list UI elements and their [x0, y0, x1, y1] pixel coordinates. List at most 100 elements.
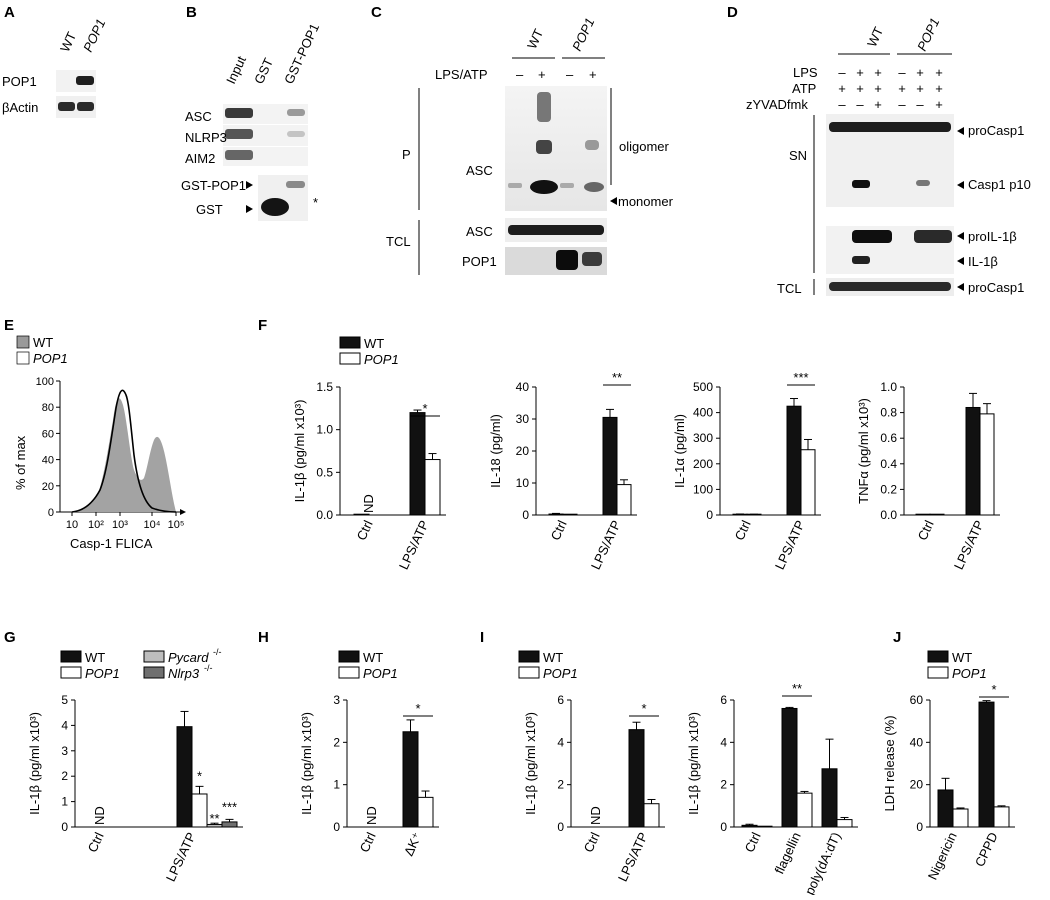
blot-band — [225, 129, 253, 139]
legend-swatch — [60, 650, 82, 663]
y-tick-label: 300 — [693, 431, 713, 445]
legend-swatch — [339, 352, 361, 365]
bar — [741, 824, 758, 828]
y-tick-label: 40 — [42, 455, 54, 467]
nd-label: ND — [361, 494, 376, 513]
y-tick-label: 0 — [522, 508, 529, 522]
category-label: Ctrl — [357, 830, 379, 855]
x-tick-label: 10⁴ — [144, 519, 161, 531]
blot-panel-a: WT POP1 POP1 βActin — [2, 16, 108, 118]
category-label: Ctrl — [548, 518, 570, 543]
bar — [952, 808, 969, 828]
arrowhead-icon — [957, 232, 964, 240]
bar — [616, 484, 632, 516]
row-label-aim2: AIM2 — [185, 151, 215, 166]
legend-label-pop1: POP1 — [364, 352, 399, 367]
bar — [979, 413, 995, 516]
row-label-pop1: POP1 — [2, 74, 37, 89]
blot-band — [585, 140, 599, 150]
y-tick-label: 2 — [61, 769, 68, 783]
bar-chart-f3: 0 100 200 300 400 500 IL-1α (pg/ml) Ctrl LPS/ATP… — [672, 370, 821, 572]
blot-band — [76, 76, 94, 85]
category-label: Nigericin — [925, 830, 960, 882]
arrowhead-icon — [610, 197, 617, 205]
significance-label: ** — [792, 681, 802, 696]
bar — [965, 406, 981, 516]
y-tick-label: 3 — [333, 693, 340, 707]
blot-band — [584, 182, 604, 192]
bar — [756, 825, 773, 828]
y-axis-label: IL-1β (pg/ml x10³) — [299, 712, 314, 815]
bar — [786, 405, 802, 516]
y-tick-label: 20 — [910, 778, 924, 792]
legend-swatch — [60, 666, 82, 679]
condition-sign: + — [856, 81, 864, 96]
legend-swatch — [518, 650, 540, 663]
blot-band — [58, 102, 75, 111]
blot-band — [287, 109, 305, 116]
group-label-wt: WT — [864, 25, 886, 50]
treatment-sign: – — [516, 67, 524, 82]
arrowhead-icon — [957, 283, 964, 291]
y-tick-label: 0 — [706, 508, 713, 522]
condition-sign: – — [898, 65, 906, 80]
bar — [993, 806, 1010, 828]
y-tick-label: 40 — [910, 735, 924, 749]
y-tick-label: 0 — [61, 820, 68, 834]
row-label-bactin: βActin — [2, 100, 38, 115]
panel-letter-i: I — [480, 629, 484, 646]
y-axis-label: IL-1β (pg/ml x10³) — [523, 712, 538, 815]
x-tick-label: 10⁵ — [168, 519, 185, 531]
group-label-pop1: POP1 — [914, 15, 942, 53]
legend-label-pop1: POP1 — [543, 666, 578, 681]
category-label: Ctrl — [85, 830, 107, 855]
y-tick-label: 200 — [693, 457, 713, 471]
category-label: LPS/ATP — [615, 830, 651, 884]
panel-letter-f: F — [258, 317, 267, 334]
blot-band — [537, 92, 551, 122]
condition-sign: + — [838, 81, 846, 96]
bar — [915, 513, 931, 516]
x-tick-label: 10³ — [112, 519, 128, 531]
x-axis-label: Casp-1 FLICA — [70, 536, 153, 551]
blot-panel-b: Input GST GST-POP1 ASC NLRP3 AIM2 GST-PO… — [181, 21, 322, 221]
y-tick-label: 0 — [333, 820, 340, 834]
annotation-monomer: monomer — [618, 194, 674, 209]
histogram-pop1 — [71, 389, 177, 513]
y-tick-label: 60 — [42, 428, 54, 440]
condition-label-lps: LPS — [793, 65, 818, 80]
y-tick-label: 0 — [720, 820, 727, 834]
category-label: CPPD — [972, 830, 1001, 869]
condition-sign: + — [874, 81, 882, 96]
legend-label-pop1: POP1 — [363, 666, 398, 681]
y-tick-label: 6 — [557, 693, 564, 707]
y-tick-label: 0 — [557, 820, 564, 834]
condition-sign: + — [856, 65, 864, 80]
bar-chart-f2: 0 10 20 30 40 IL-18 (pg/ml) Ctrl LPS/ATP ** — [488, 370, 637, 572]
condition-sign: + — [916, 81, 924, 96]
y-axis-label: IL-1β (pg/ml x10³) — [292, 400, 307, 503]
panel-letter-d: D — [727, 4, 738, 21]
bar — [929, 513, 945, 516]
y-tick-label: 0 — [916, 820, 923, 834]
legend-label-wt: WT — [363, 650, 383, 665]
bar — [562, 513, 578, 516]
lane-label-pop1: POP1 — [80, 16, 108, 54]
y-tick-label: 0.4 — [880, 457, 897, 471]
panel-letter-g: G — [4, 629, 16, 646]
y-tick-label: 500 — [693, 380, 713, 394]
bar — [937, 789, 954, 828]
legend-label-pop1: POP1 — [33, 351, 68, 366]
row-label-asc: ASC — [185, 109, 212, 124]
blot-band — [77, 102, 94, 111]
y-tick-label: 0.0 — [880, 508, 897, 522]
y-tick-label: 400 — [693, 406, 713, 420]
condition-sign: + — [874, 97, 882, 112]
y-tick-label: 2 — [333, 735, 340, 749]
blot-panel-c: WT POP1 LPS/ATP – + – + P ASC TCL ASC PO… — [386, 15, 674, 275]
nd-label: ND — [92, 806, 107, 825]
legend-label-pycard: Pycard — [168, 650, 209, 665]
significance-label: *** — [793, 370, 808, 385]
blot-band — [916, 180, 930, 186]
